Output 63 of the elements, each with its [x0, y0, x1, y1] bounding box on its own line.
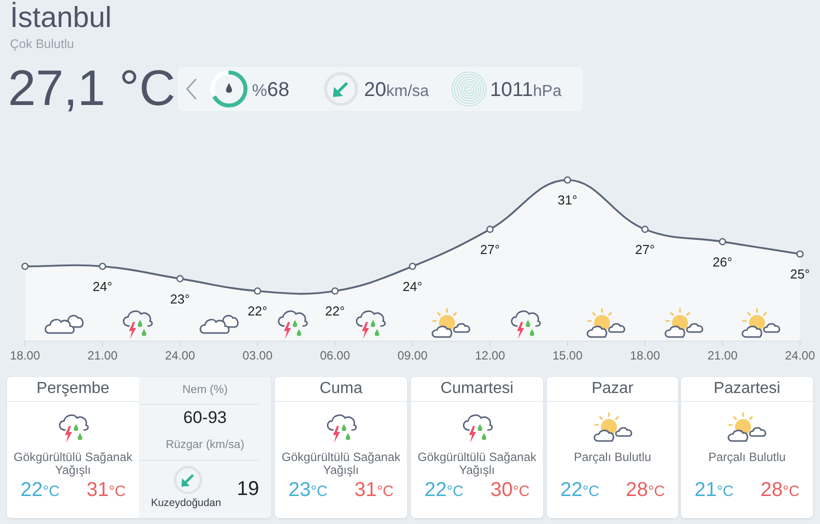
text: 1011hPa — [490, 79, 562, 101]
x-tick-label: 21.00 — [87, 348, 118, 363]
annotation: 28°C — [626, 479, 665, 501]
x-tick-label: 12.00 — [474, 348, 506, 363]
point — [641, 226, 649, 233]
annotation: 60-93 — [183, 408, 227, 427]
annotation: Gökgürültülü Sağanak Yağışlı — [282, 450, 400, 477]
point — [486, 226, 494, 233]
data-label: 27° — [480, 242, 500, 257]
annotation: Kuzeydoğudan — [150, 497, 222, 509]
data-label: 27° — [635, 242, 655, 257]
annotation: Gökgürültülü Sağanak Yağışlı — [418, 450, 536, 477]
x-tick-label: 24.00 — [164, 348, 196, 363]
text: %68 — [252, 79, 290, 101]
x-tick-label: 03.00 — [242, 348, 273, 363]
point — [254, 287, 262, 295]
text: Çok Bulutlu — [10, 37, 74, 51]
annotation: Parçalı Bulutlu — [574, 450, 652, 464]
x-tick-label: 18.00 — [630, 348, 660, 363]
data-label: 26° — [712, 254, 732, 270]
x-tick-label: 15.00 — [552, 348, 583, 363]
x-tick-label: 24.00 — [784, 348, 816, 363]
annotation: 23°C — [288, 479, 328, 501]
annotation: 19 — [236, 478, 260, 500]
text: 27,1 °C — [8, 60, 176, 116]
annotation: Nem (%) — [182, 384, 228, 396]
point — [408, 262, 416, 270]
text: Pazartesi — [714, 380, 780, 397]
annotation: 22°C — [560, 479, 600, 501]
point — [718, 238, 726, 246]
text: Pazar — [592, 380, 634, 397]
text: Perşembe — [36, 380, 110, 397]
x-tick-label: 09.00 — [397, 348, 428, 363]
data-label: 22° — [248, 304, 268, 319]
data-label: 24° — [92, 278, 112, 294]
annotation: 22°C — [424, 479, 464, 501]
data-label: 31° — [558, 192, 578, 208]
point — [331, 287, 339, 295]
annotation: 31°C — [354, 479, 394, 501]
data-label: 25° — [790, 266, 810, 282]
data-label: 22° — [325, 304, 345, 319]
annotation: 22°C — [20, 479, 60, 501]
annotation: 21°C — [694, 479, 734, 501]
annotation: 30°C — [490, 479, 530, 501]
annotation: Rüzgar (km/sa) — [166, 439, 244, 451]
text: İstanbul — [10, 2, 112, 34]
point — [796, 250, 804, 258]
annotation: 28°C — [760, 479, 800, 501]
point — [176, 275, 184, 282]
text: Cuma — [320, 380, 362, 397]
data-label: 23° — [170, 291, 190, 306]
annotation: Parçalı Bulutlu — [708, 450, 786, 464]
point — [21, 262, 29, 270]
x-tick-label: 18.00 — [10, 348, 40, 363]
text: Cumartesi — [440, 380, 514, 397]
x-tick-label: 06.00 — [320, 348, 350, 363]
text: 20km/sa — [364, 79, 429, 101]
annotation: Gökgürültülü Sağanak Yağışlı — [14, 450, 132, 477]
point — [564, 176, 572, 184]
annotation: 31°C — [86, 479, 126, 501]
data-label: 24° — [402, 278, 422, 294]
point — [98, 262, 106, 270]
x-tick-label: 21.00 — [707, 348, 738, 363]
